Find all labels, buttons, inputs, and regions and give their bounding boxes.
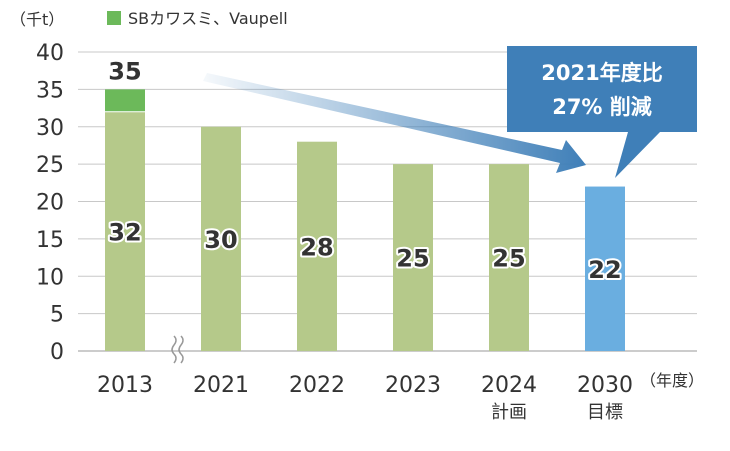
bar-segment: [297, 141, 337, 351]
y-axis-ticks: 0 5 10 15 20 25 30 35 40: [36, 41, 64, 365]
y-tick-label: 5: [50, 303, 64, 328]
legend-swatch: [107, 11, 121, 25]
bar-total-label: 35: [108, 57, 141, 85]
callout: 2021年度比 27% 削減: [507, 46, 697, 178]
x-tick-label: 2021: [193, 373, 249, 398]
x-tick-label: 2024: [481, 373, 537, 398]
x-axis-unit: （年度）: [640, 371, 704, 390]
y-tick-label: 35: [36, 78, 64, 103]
data-labels: 32 35 30 28 25 25 22: [106, 55, 623, 285]
bar-segment: [585, 186, 625, 351]
x-axis-ticks: 2013 2021 2022 2023 2024 計画 2030 目標: [97, 373, 633, 423]
bar-value-label: 22: [588, 256, 621, 284]
x-tick-sublabel: 計画: [491, 402, 527, 423]
y-tick-label: 40: [36, 41, 64, 66]
callout-box: [507, 46, 697, 178]
bar-segment: [393, 164, 433, 351]
bar-value-label: 25: [396, 245, 429, 273]
y-tick-label: 30: [36, 116, 64, 141]
bar-segment: [105, 111, 145, 351]
callout-line-2: 27% 削減: [552, 95, 652, 119]
bar-segment: [201, 126, 241, 351]
y-axis-unit: （千t）: [10, 10, 64, 29]
trend-arrow: [203, 73, 586, 173]
bar-value-label: 32: [108, 218, 141, 246]
y-tick-label: 15: [36, 228, 64, 253]
bar-value-label: 25: [492, 245, 525, 273]
legend: SBカワスミ、Vaupell: [107, 9, 288, 28]
bars: [105, 89, 625, 351]
y-tick-label: 25: [36, 153, 64, 178]
legend-label: SBカワスミ、Vaupell: [128, 9, 288, 28]
y-tick-label: 20: [36, 191, 64, 216]
bar-value-label: 30: [204, 226, 237, 254]
x-tick-sublabel: 目標: [587, 402, 623, 423]
bar-value-label: 28: [300, 233, 333, 261]
y-tick-label: 0: [50, 340, 64, 365]
x-tick-label: 2023: [385, 373, 441, 398]
x-tick-label: 2030: [577, 373, 633, 398]
bar-segment: [489, 164, 529, 351]
bar-segment-addition: [105, 89, 145, 112]
axis-break-mark: [171, 335, 184, 364]
x-tick-label: 2013: [97, 373, 153, 398]
grid-lines: [78, 51, 697, 352]
callout-line-1: 2021年度比: [541, 61, 662, 85]
y-tick-label: 10: [36, 265, 64, 290]
x-tick-label: 2022: [289, 373, 345, 398]
